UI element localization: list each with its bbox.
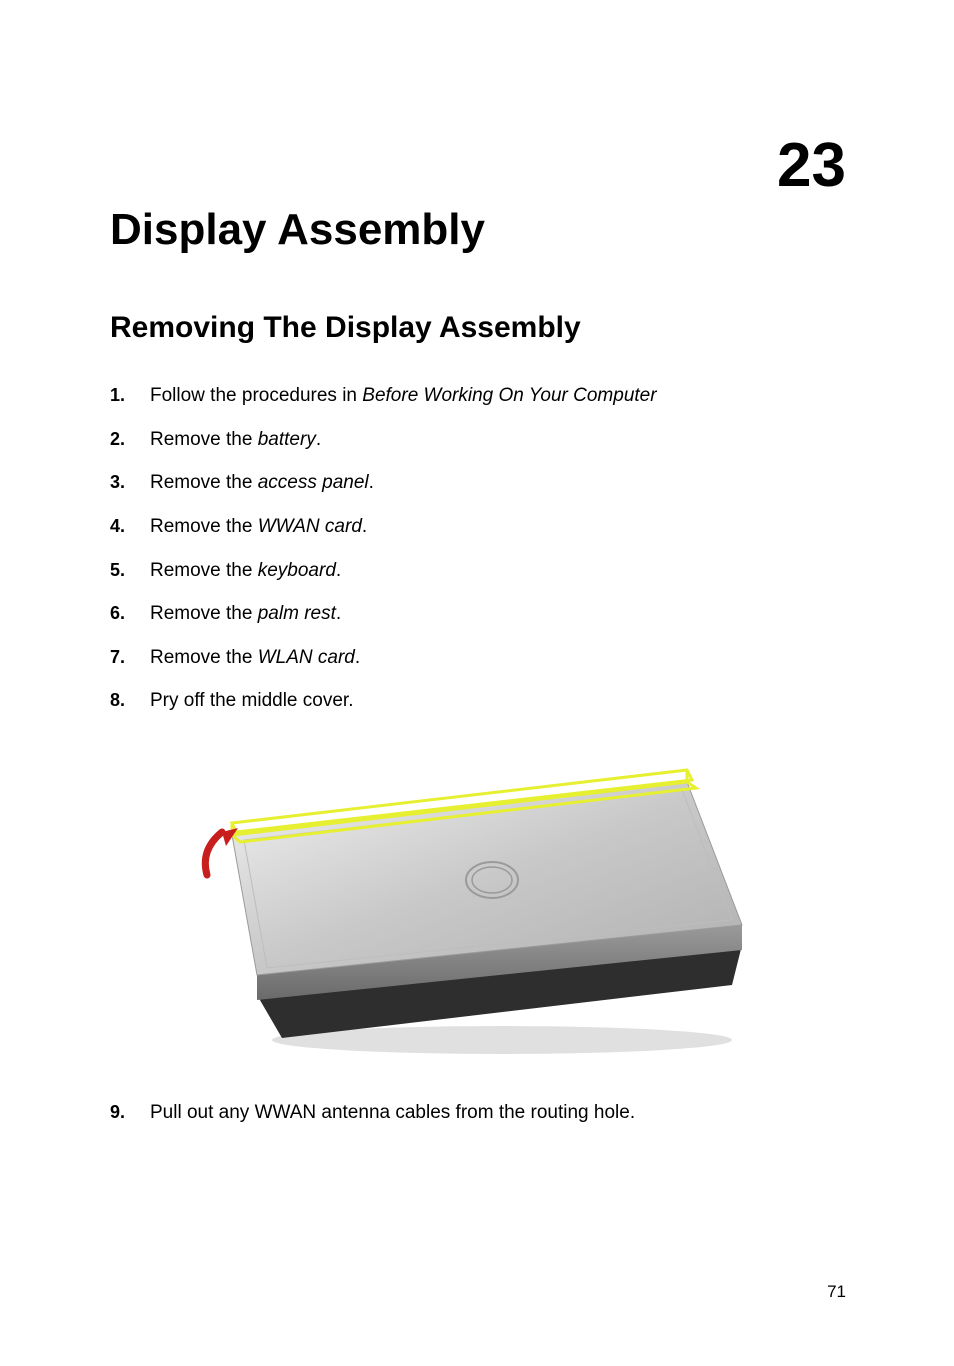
step-text: Remove the WWAN card.	[150, 514, 854, 540]
chapter-number: 23	[777, 130, 846, 201]
laptop-illustration-icon	[172, 750, 792, 1060]
chapter-title: Display Assembly	[110, 205, 854, 255]
step-lead: Remove the	[150, 472, 258, 493]
step-em: access panel	[258, 472, 369, 493]
step-text: Follow the procedures in Before Working …	[150, 383, 854, 409]
section-title: Removing The Display Assembly	[110, 311, 854, 345]
step-number: 7.	[110, 645, 150, 669]
steps-list-continued: 9. Pull out any WWAN antenna cables from…	[110, 1100, 854, 1126]
step-lead: Pry off the middle cover.	[150, 690, 353, 711]
step-tail: .	[362, 516, 367, 537]
step-text: Remove the access panel.	[150, 470, 854, 496]
step-lead: Remove the	[150, 603, 258, 624]
step-em: WWAN card	[258, 516, 362, 537]
step-lead: Remove the	[150, 429, 258, 450]
step-number: 4.	[110, 514, 150, 538]
step-tail: .	[336, 603, 341, 624]
step-em: keyboard	[258, 560, 336, 581]
step-1: 1. Follow the procedures in Before Worki…	[110, 383, 854, 409]
step-text: Pull out any WWAN antenna cables from th…	[150, 1100, 854, 1126]
step-em: palm rest	[258, 603, 336, 624]
step-5: 5. Remove the keyboard.	[110, 558, 854, 584]
step-6: 6. Remove the palm rest.	[110, 601, 854, 627]
step-number: 1.	[110, 383, 150, 407]
step-lead: Follow the procedures in	[150, 385, 362, 406]
pry-arrow-icon	[205, 828, 238, 875]
step-text: Remove the WLAN card.	[150, 645, 854, 671]
step-7: 7. Remove the WLAN card.	[110, 645, 854, 671]
step-em: Before Working On Your Computer	[362, 385, 656, 406]
step-4: 4. Remove the WWAN card.	[110, 514, 854, 540]
page-container: 23 Display Assembly Removing The Display…	[0, 0, 954, 1366]
step-number: 5.	[110, 558, 150, 582]
step-text: Pry off the middle cover.	[150, 688, 854, 714]
step-text: Remove the keyboard.	[150, 558, 854, 584]
step-number: 8.	[110, 688, 150, 712]
page-number: 71	[827, 1282, 846, 1302]
step-number: 9.	[110, 1100, 150, 1124]
step-tail: .	[336, 560, 341, 581]
step-8: 8. Pry off the middle cover.	[110, 688, 854, 714]
step-number: 3.	[110, 470, 150, 494]
step-lead: Remove the	[150, 647, 258, 668]
step-number: 6.	[110, 601, 150, 625]
step-2: 2. Remove the battery.	[110, 427, 854, 453]
steps-list: 1. Follow the procedures in Before Worki…	[110, 383, 854, 714]
step-tail: .	[369, 472, 374, 493]
step-tail: .	[316, 429, 321, 450]
figure-laptop	[110, 750, 854, 1060]
step-9: 9. Pull out any WWAN antenna cables from…	[110, 1100, 854, 1126]
step-text: Remove the battery.	[150, 427, 854, 453]
step-em: WLAN card	[258, 647, 355, 668]
step-3: 3. Remove the access panel.	[110, 470, 854, 496]
step-lead: Pull out any WWAN antenna cables from th…	[150, 1102, 635, 1123]
step-tail: .	[355, 647, 360, 668]
step-em: battery	[258, 429, 316, 450]
step-lead: Remove the	[150, 516, 258, 537]
step-text: Remove the palm rest.	[150, 601, 854, 627]
step-lead: Remove the	[150, 560, 258, 581]
step-number: 2.	[110, 427, 150, 451]
